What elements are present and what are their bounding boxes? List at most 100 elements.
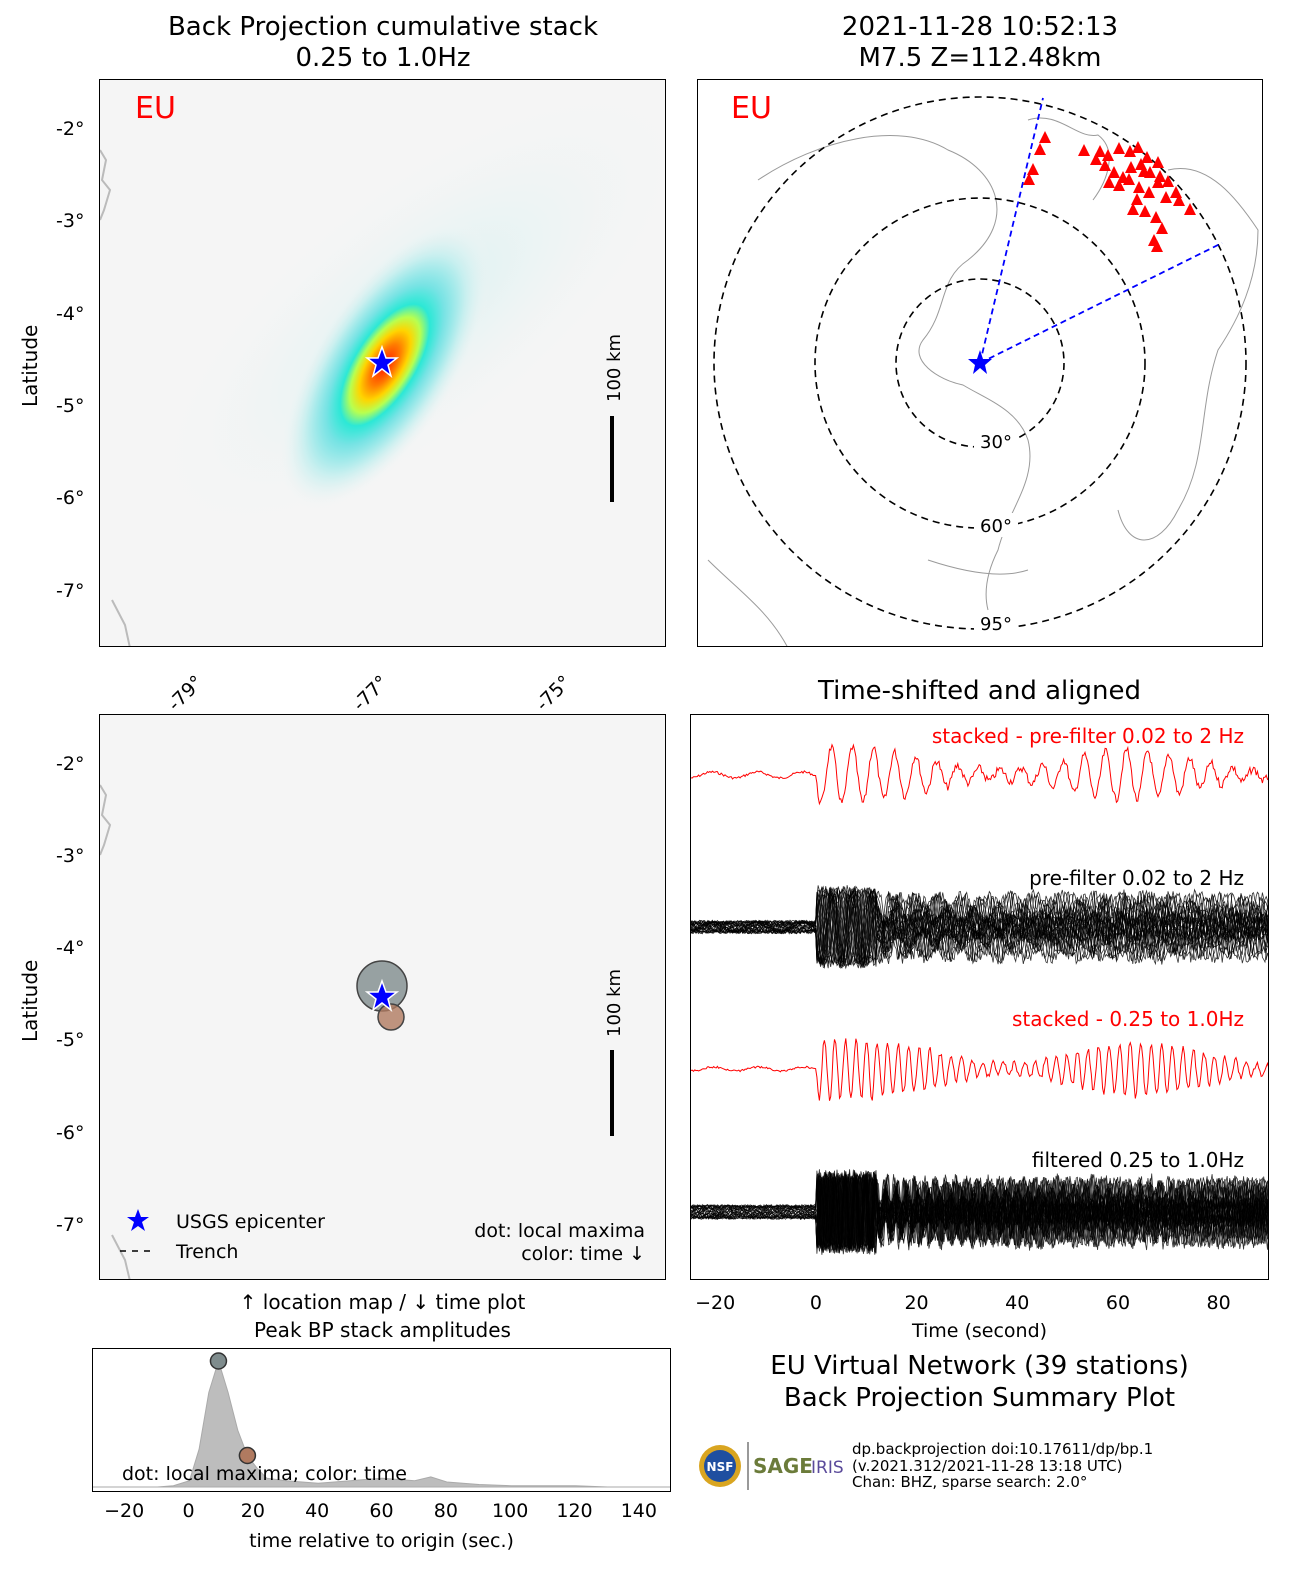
station-triangle [1160, 191, 1172, 203]
summary-title: EU Virtual Network (39 stations) Back Pr… [690, 1350, 1269, 1414]
station-triangle [1078, 144, 1090, 156]
heatmap-title-line2: 0.25 to 1.0Hz [295, 43, 471, 73]
maxima-coastline [100, 784, 131, 1279]
map-epicenter-star [968, 350, 992, 374]
tick-label: -2° [56, 753, 85, 775]
ring-95 [713, 96, 1247, 630]
station-triangle [1102, 149, 1114, 161]
heatmap-coastline [100, 149, 131, 646]
tick-label: 40 [305, 1500, 330, 1522]
tick-label: -2° [56, 118, 85, 140]
tick-label: −20 [104, 1500, 145, 1522]
maxima-note-line1: dot: local maxima [474, 1220, 645, 1242]
tick-label: -4° [56, 937, 85, 959]
tick-label: 40 [1005, 1292, 1030, 1314]
waveform-line [691, 1038, 1268, 1101]
station-triangle [1184, 203, 1196, 215]
tick-label: −20 [695, 1292, 736, 1314]
waveform-line [691, 1170, 1268, 1255]
tick-label: 120 [556, 1500, 593, 1522]
station-triangle [1152, 156, 1164, 168]
station-triangle [1162, 175, 1174, 187]
tick-label: -4° [56, 303, 85, 325]
credits: dp.backprojection doi:10.17611/dp/bp.1 (… [852, 1441, 1153, 1491]
summary-title-line2: Back Projection Summary Plot [783, 1383, 1176, 1413]
peak-amplitude-panel: dot: local maxima; color: time [92, 1348, 671, 1492]
maxima-caption-line2: Peak BP stack amplitudes [254, 1318, 511, 1342]
tick-label: 80 [1206, 1292, 1231, 1314]
tick-label: -3° [56, 210, 85, 232]
heatmap-title: Back Projection cumulative stack 0.25 to… [100, 12, 666, 74]
station-triangle [1152, 176, 1164, 188]
waveforms-svg: stacked - pre-filter 0.02 to 2 Hz pre-fi… [691, 724, 1268, 1255]
station-triangle [1173, 194, 1185, 206]
ring-label-bg-60 [974, 513, 1018, 537]
station-triangle [1123, 173, 1135, 185]
credit-line1: dp.backprojection doi:10.17611/dp/bp.1 [852, 1440, 1154, 1458]
heatmap-panel: EU 100 km [99, 79, 666, 647]
summary-title-line1: EU Virtual Network (39 stations) [770, 1351, 1189, 1381]
peak-amplitude-maxima [209, 1352, 257, 1465]
station-triangle [1023, 173, 1035, 185]
trace-label-stacked-filtered: stacked - 0.25 to 1.0Hz [1012, 1007, 1244, 1031]
ring-label-bg-30 [974, 429, 1018, 453]
station-triangle [1099, 159, 1111, 171]
station-triangle [1143, 186, 1155, 198]
station-triangle [1090, 153, 1102, 165]
peak-amplitude-annotation: dot: local maxima; color: time [122, 1463, 407, 1485]
heatmap-epicenter-star [364, 344, 400, 378]
svg-text:NSF: NSF [707, 1460, 734, 1474]
local-maximum-late [377, 1003, 405, 1031]
tick-label: -6° [56, 1122, 85, 1144]
maxima-epicenter-star [364, 978, 400, 1012]
credit-line3: Chan: BHZ, sparse search: 2.0° [852, 1473, 1088, 1491]
peak-amplitude-area [93, 1359, 670, 1488]
station-triangle [1139, 205, 1151, 217]
tick-label: -3° [56, 845, 85, 867]
map-title-line2: M7.5 Z=112.48km [858, 43, 1102, 73]
map-title: 2021-11-28 10:52:13 M7.5 Z=112.48km [697, 12, 1263, 74]
station-triangle [1108, 166, 1120, 178]
legend-epicenter-label: USGS epicenter [176, 1211, 325, 1233]
maxima-ylabel: Latitude [18, 959, 42, 1042]
station-triangle [1133, 181, 1145, 193]
map-network-tag: EU [731, 91, 772, 126]
nsf-logo: NSF [699, 1445, 741, 1487]
waveform-line [691, 743, 1268, 806]
tick-label: -7° [56, 1214, 85, 1236]
azimuth-line-north [979, 97, 1044, 364]
heatmap-title-line1: Back Projection cumulative stack [167, 12, 599, 42]
station-triangle [1127, 203, 1139, 215]
waveform-line [691, 887, 1268, 968]
station-triangle [1039, 131, 1051, 143]
station-triangle [1151, 240, 1163, 252]
station-map-panel: 30° 60° 95° EU [697, 79, 1263, 647]
maximum-dot [238, 1446, 257, 1465]
ring-label-bg-95 [974, 611, 1018, 635]
heatmap-network-tag: EU [135, 91, 176, 126]
sponsor-logos-svg: NSF SAGE IRIS [699, 1442, 844, 1490]
station-triangle [1132, 141, 1144, 153]
heatmap-ylabel: Latitude [18, 324, 42, 407]
ring-30 [895, 278, 1065, 448]
waveform-traces [691, 743, 1268, 1255]
trace-label-stacked-prefilter: stacked - pre-filter 0.02 to 2 Hz [932, 724, 1244, 748]
tick-label: -5° [56, 1029, 85, 1051]
trace-label-prefilter: pre-filter 0.02 to 2 Hz [1029, 866, 1244, 890]
trace-label-filtered: filtered 0.25 to 1.0Hz [1032, 1148, 1244, 1172]
station-triangle [1113, 142, 1125, 154]
iris-logo: IRIS [811, 1458, 844, 1478]
station-triangle [1094, 145, 1106, 157]
station-triangle [1027, 163, 1039, 175]
ring-60 [814, 197, 1146, 529]
ring-label-60: 60° [980, 516, 1012, 537]
station-map-svg: 30° 60° 95° EU [707, 91, 1259, 646]
maxima-scale-label: 100 km [604, 969, 625, 1037]
maxima-map-panel: 100 km USGS epicenter Trench dot: local … [99, 714, 666, 1280]
tick-label: 140 [620, 1500, 657, 1522]
tick-label: 0 [182, 1500, 195, 1522]
tick-label: 100 [492, 1500, 529, 1522]
tick-label: 20 [240, 1500, 265, 1522]
maxima-map-svg: 100 km USGS epicenter Trench dot: local … [100, 784, 645, 1279]
credit-line2: (v.2021.312/2021-11-28 13:18 UTC) [852, 1456, 1123, 1475]
